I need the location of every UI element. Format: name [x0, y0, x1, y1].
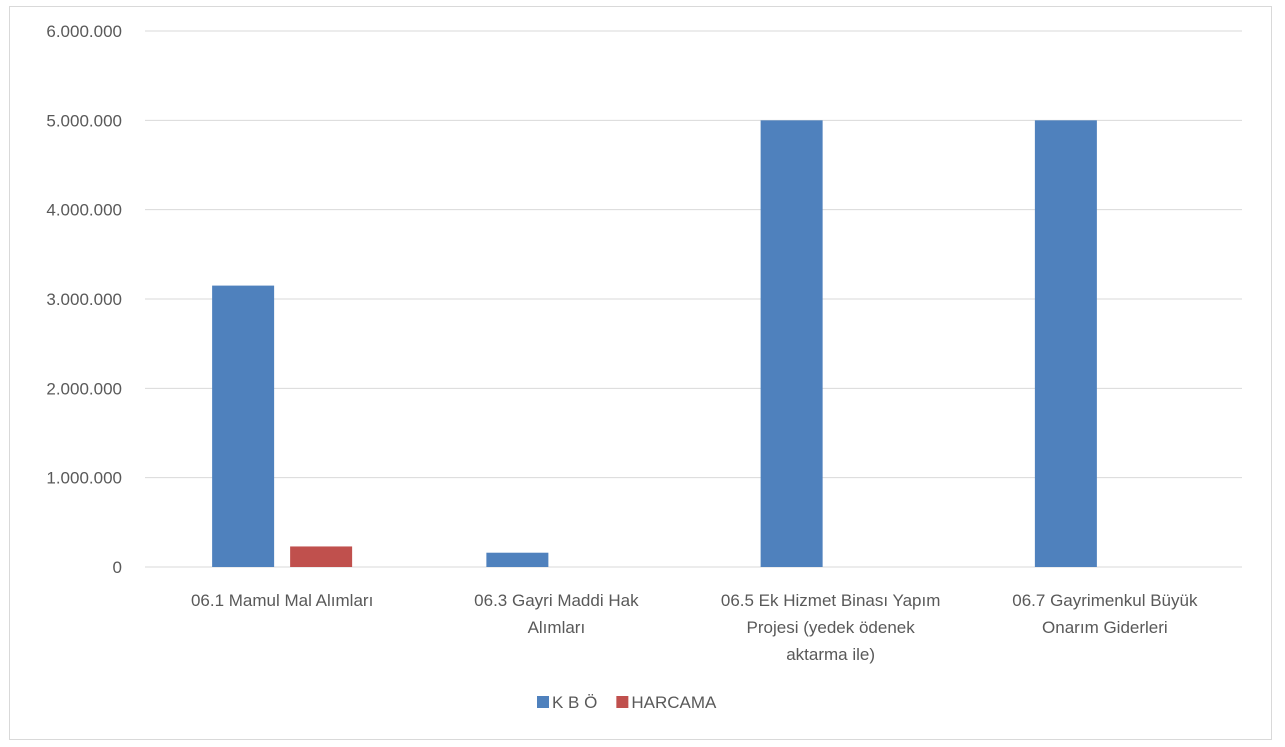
category-label: aktarma ile) — [786, 645, 875, 664]
legend-label: HARCAMA — [631, 693, 717, 712]
bar-kbo-1 — [212, 285, 275, 567]
bar-kbo-4 — [1034, 120, 1097, 567]
y-tick-label: 2.000.000 — [46, 379, 122, 398]
bar-kbo-2 — [486, 552, 549, 567]
legend-swatch — [537, 696, 549, 708]
category-label: Onarım Giderleri — [1042, 618, 1168, 637]
legend-swatch — [616, 696, 629, 708]
category-label: 06.3 Gayri Maddi Hak — [474, 591, 639, 610]
category-label: Alımları — [528, 618, 586, 637]
y-tick-label: 0 — [113, 558, 122, 577]
y-axis-tick-labels: 0 1.000.000 2.000.000 3.000.000 4.000.000 5.0… — [46, 22, 122, 577]
bar-harcama-1 — [290, 546, 353, 567]
y-tick-label: 1.000.000 — [46, 469, 122, 488]
y-tick-label: 6.000.000 — [46, 22, 122, 41]
bars — [212, 120, 1097, 567]
category-label: 06.7 Gayrimenkul Büyük — [1012, 591, 1198, 610]
legend: K B Ö HARCAMA — [537, 693, 717, 712]
category-label: Projesi (yedek ödenek — [747, 618, 916, 637]
category-label: 06.1 Mamul Mal Alımları — [191, 591, 373, 610]
x-axis-category-labels: 06.1 Mamul Mal Alımları 06.3 Gayri Maddi … — [191, 591, 1198, 664]
y-tick-label: 3.000.000 — [46, 290, 122, 309]
legend-label: K B Ö — [552, 693, 597, 712]
y-tick-label: 4.000.000 — [46, 201, 122, 220]
y-tick-label: 5.000.000 — [46, 111, 122, 130]
bar-kbo-3 — [760, 120, 823, 567]
category-label: 06.5 Ek Hizmet Binası Yapım — [721, 591, 941, 610]
